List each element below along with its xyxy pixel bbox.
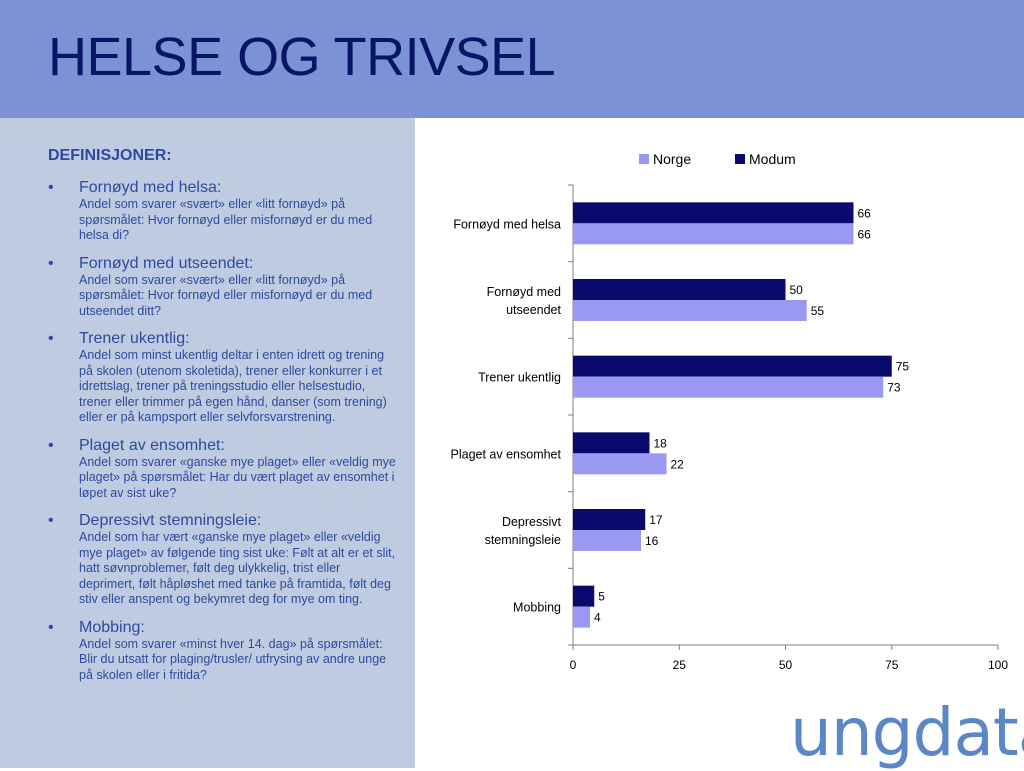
- definition-description: Andel som svarer «svært» eller «litt for…: [79, 197, 373, 242]
- category-label: Trener ukentlig: [478, 371, 561, 385]
- bar-modum: [573, 202, 854, 224]
- definition-term: Mobbing:: [79, 618, 145, 636]
- category-label: Plaget av ensomhet: [451, 447, 562, 461]
- definition-description: Andel som svarer «ganske mye plaget» ell…: [79, 454, 396, 500]
- x-tick-label: 75: [885, 658, 899, 672]
- x-tick-label: 100: [988, 658, 1008, 672]
- category-label: Fornøyd med utseendet: [487, 285, 562, 317]
- legend-label-norge: Norge: [653, 151, 691, 167]
- definition-term: Plaget av ensomhet:: [79, 436, 225, 454]
- data-label-modum: 17: [649, 513, 663, 527]
- category-label-line: Trener ukentlig: [478, 371, 561, 385]
- bar-modum: [573, 585, 595, 607]
- legend-swatch-modum: [735, 154, 745, 164]
- data-label-norge: 73: [887, 381, 901, 395]
- category-label: Mobbing: [513, 601, 561, 615]
- definition-description: Andel som svarer «svært» eller «litt for…: [79, 272, 373, 318]
- category-label-line: Plaget av ensomhet: [451, 447, 562, 461]
- bar-norge: [573, 223, 854, 245]
- category-label: Depressivt stemningsleie: [485, 515, 562, 547]
- definitions-heading: DEFINISJONER:: [48, 147, 172, 164]
- definition-item: Depressivt stemningsleie:Andel som har v…: [48, 511, 398, 608]
- bar-modum: [573, 509, 646, 530]
- ungdata-logo: ungdata: [790, 694, 1024, 771]
- category-label-line: Depressivt: [502, 515, 562, 529]
- data-label-norge: 55: [811, 304, 825, 318]
- definition-item: Mobbing:Andel som svarer «minst hver 14.…: [48, 618, 398, 684]
- definitions-list: Fornøyd med helsa:Andel som svarer «svær…: [48, 178, 398, 693]
- definition-item: Fornøyd med utseendet:Andel som svarer «…: [48, 254, 398, 320]
- data-label-modum: 75: [896, 360, 910, 374]
- header-banner: HELSE OG TRIVSEL: [0, 0, 1024, 118]
- definition-description: Andel som svarer «minst hver 14. dag» på…: [79, 636, 387, 682]
- page-title: HELSE OG TRIVSEL: [48, 27, 556, 87]
- x-tick-label: 25: [673, 658, 687, 672]
- category-label: Fornøyd med helsa: [453, 217, 561, 231]
- definition-item: Trener ukentlig:Andel som minst ukentlig…: [48, 329, 398, 426]
- definition-term: Fornøyd med utseendet:: [79, 254, 254, 272]
- definition-term: Fornøyd med helsa:: [79, 179, 222, 196]
- data-label-modum: 50: [790, 283, 804, 297]
- definition-term: Depressivt stemningsleie:: [79, 512, 262, 529]
- bar-norge: [573, 606, 590, 628]
- bar-chart: 0 25 50 75 100 66 66 Fornøyd med helsa 50 55 Fornø…: [451, 151, 1009, 672]
- category-label-line: stemningsleie: [485, 533, 561, 547]
- data-label-norge: 66: [858, 227, 872, 241]
- data-label-norge: 22: [671, 457, 685, 471]
- bar-norge: [573, 530, 641, 551]
- definition-description: Andel som har vært «ganske mye plaget» e…: [79, 530, 396, 606]
- definition-item: Plaget av ensomhet:Andel som svarer «gan…: [48, 436, 398, 502]
- data-label-norge: 4: [594, 611, 601, 625]
- legend-label-modum: Modum: [749, 151, 796, 167]
- data-label-modum: 5: [598, 590, 605, 604]
- x-tick-label: 50: [779, 658, 793, 672]
- category-label-line: Fornøyd med helsa: [453, 217, 561, 231]
- definition-description: Andel som minst ukentlig deltar i enten …: [79, 348, 387, 424]
- data-label-norge: 16: [645, 534, 659, 548]
- data-label-modum: 66: [858, 206, 872, 220]
- definition-item: Fornøyd med helsa:Andel som svarer «svær…: [48, 178, 398, 244]
- bar-norge: [573, 376, 884, 398]
- x-tick-label: 0: [570, 658, 577, 672]
- category-label-line: Fornøyd med: [487, 285, 561, 299]
- bar-norge: [573, 453, 667, 475]
- bar-modum: [573, 279, 786, 300]
- data-label-modum: 18: [654, 436, 668, 450]
- bar-modum: [573, 432, 650, 454]
- definition-term: Trener ukentlig:: [79, 330, 190, 347]
- category-label-line: utseendet: [506, 303, 561, 317]
- bar-norge: [573, 300, 807, 321]
- legend-swatch-norge: [639, 154, 649, 164]
- category-label-line: Mobbing: [513, 601, 561, 615]
- bar-modum: [573, 355, 892, 377]
